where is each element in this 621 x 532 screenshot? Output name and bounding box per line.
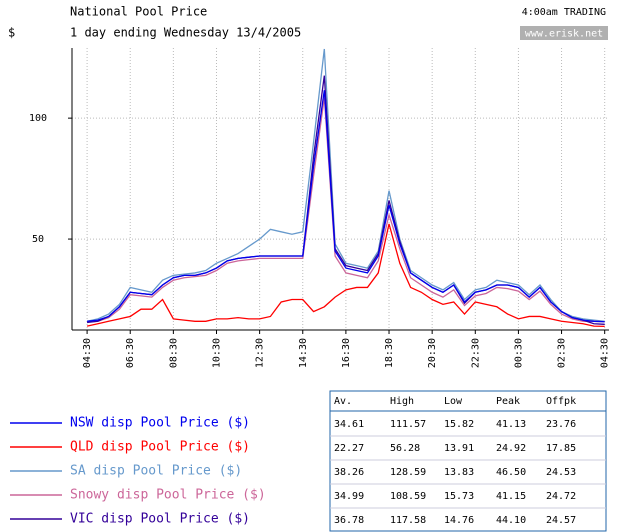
table-cell: 34.61 [334,419,364,430]
series-line [87,90,605,323]
table-cell: 41.13 [496,419,526,430]
table-cell: 14.76 [444,515,474,526]
table-cell: 111.57 [390,419,426,430]
x-tick-label: 04:30 [600,338,611,368]
table-cell: 17.85 [546,443,576,454]
table-cell: 13.83 [444,467,474,478]
table-cell: 36.78 [334,515,364,526]
x-tick-label: 08:30 [168,338,179,368]
x-tick-label: 22:30 [470,338,481,368]
y-tick-label: 100 [29,113,47,124]
source-box [520,26,608,40]
x-tick-label: 06:30 [125,338,136,368]
table-cell: 44.10 [496,515,526,526]
table-cell: 128.59 [390,467,426,478]
series-line [86,223,605,327]
y-tick-label: 50 [32,234,44,245]
table-cell: 108.59 [390,491,426,502]
chart-title: National Pool Price [70,5,207,19]
legend-label: NSW disp Pool Price ($) [70,416,250,431]
table-cell: 24.72 [546,491,576,502]
table-cell: 41.15 [496,491,526,502]
x-tick-label: 20:30 [427,338,438,368]
table-cell: 46.50 [496,467,526,478]
table-cell: 15.73 [444,491,474,502]
table-header: Av. [334,396,352,407]
table-header: High [390,396,414,407]
table-cell: 38.26 [334,467,364,478]
source: www.erisk.net [525,29,603,40]
table-cell: 24.53 [546,467,576,478]
x-tick-label: 18:30 [384,338,395,368]
table-cell: 23.76 [546,419,576,430]
x-tick-label: 00:30 [513,338,524,368]
chart-subtitle: 1 day ending Wednesday 13/4/2005 [70,26,301,40]
table-frame [329,390,607,532]
status: 4:00am TRADING [522,7,606,18]
series-line [86,48,605,322]
table-cell: 34.99 [334,491,364,502]
table-cell: 56.28 [390,443,420,454]
table-cell: 15.82 [444,419,474,430]
table-cell: 22.27 [334,443,364,454]
table-cell: 13.91 [444,443,474,454]
legend-label: VIC disp Pool Price ($) [70,512,250,527]
x-tick-label: 14:30 [298,338,309,368]
x-tick-label: 12:30 [255,338,266,368]
table-header: Low [444,396,463,407]
x-tick-label: 10:30 [211,338,222,368]
x-tick-label: 16:30 [341,338,352,368]
y-axis-label: $ [8,26,15,40]
series-line [87,97,605,323]
series-line [87,75,605,325]
table-header: Peak [496,396,520,407]
legend-label: QLD disp Pool Price ($) [70,440,250,455]
legend-label: Snowy disp Pool Price ($) [70,488,266,503]
table-cell: 24.57 [546,515,576,526]
table-cell: 24.92 [496,443,526,454]
table-cell: 117.58 [390,515,426,526]
table-header: Offpk [546,396,576,407]
x-tick-label: 04:30 [82,338,93,368]
x-tick-label: 02:30 [557,338,568,368]
legend-label: SA disp Pool Price ($) [70,464,242,479]
